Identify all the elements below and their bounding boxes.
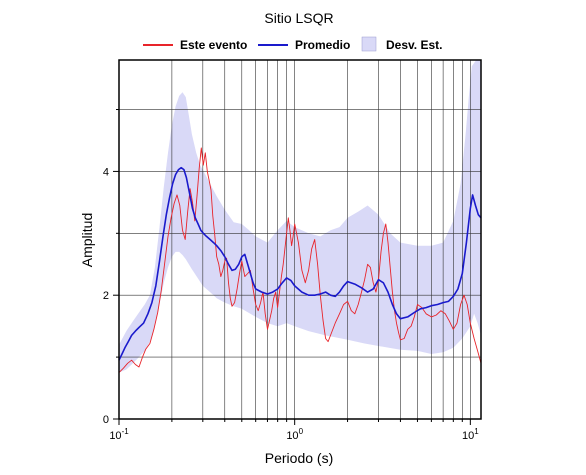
grid bbox=[118, 60, 481, 419]
y-tick-label: 2 bbox=[103, 290, 109, 302]
std-dev-band-area bbox=[119, 60, 481, 373]
x-tick-label: 101 bbox=[462, 427, 479, 442]
legend: Este evento Promedio Desv. Est. bbox=[143, 36, 442, 52]
std-dev-band bbox=[119, 60, 481, 373]
legend-label-desv-est: Desv. Est. bbox=[386, 38, 442, 52]
y-axis-label: Amplitud bbox=[79, 213, 95, 267]
x-tick-label: 10-1 bbox=[109, 427, 129, 442]
x-tick-label: 100 bbox=[286, 427, 303, 442]
x-axis-label: Periodo (s) bbox=[265, 450, 333, 466]
ticks: 10-1 100 101 0 2 4 bbox=[103, 109, 479, 442]
series-line-promedio bbox=[118, 166, 482, 361]
plot-frame bbox=[118, 59, 482, 420]
legend-label-este-evento: Este evento bbox=[180, 38, 247, 52]
legend-label-promedio: Promedio bbox=[295, 38, 350, 52]
series bbox=[118, 147, 482, 373]
legend-swatch-desv-est bbox=[361, 36, 377, 52]
chart-title: Sitio LSQR bbox=[264, 10, 333, 26]
y-tick-label: 4 bbox=[103, 166, 109, 178]
series-line-este-evento bbox=[118, 147, 482, 373]
y-tick-label: 0 bbox=[103, 414, 109, 426]
